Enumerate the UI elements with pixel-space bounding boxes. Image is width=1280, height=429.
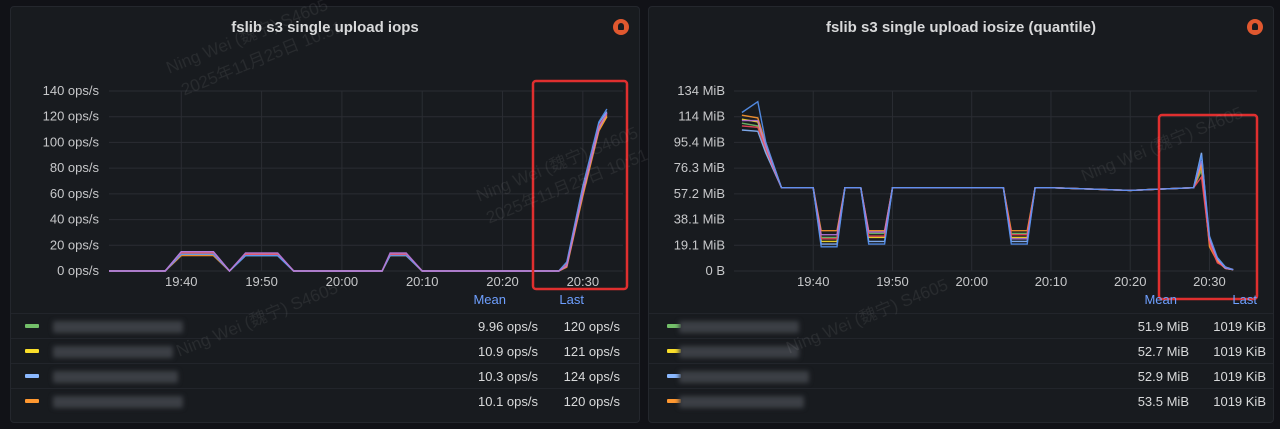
y-tick-label: 57.2 MiB bbox=[674, 186, 725, 201]
legend-swatch bbox=[25, 399, 39, 403]
x-tick-label: 20:20 bbox=[486, 274, 519, 289]
x-tick-label: 19:50 bbox=[876, 274, 909, 289]
legend-mean-value: 52.9 MiB bbox=[1137, 369, 1189, 384]
legend-last-value: 1019 KiB bbox=[1213, 319, 1266, 334]
y-tick-label: 20 ops/s bbox=[50, 237, 100, 252]
y-tick-label: 80 ops/s bbox=[50, 160, 100, 175]
y-tick-label: 19.1 MiB bbox=[674, 237, 725, 252]
y-tick-label: 114 MiB bbox=[678, 109, 725, 124]
series-line bbox=[741, 100, 1234, 271]
legend-last-value: 121 ops/s bbox=[563, 344, 620, 359]
legend-row[interactable]: 52.9 MiB 1019 KiB bbox=[649, 363, 1273, 389]
y-tick-label: 134 MiB bbox=[677, 83, 725, 98]
legend-swatch bbox=[25, 324, 39, 328]
y-tick-label: 140 ops/s bbox=[43, 83, 100, 98]
redacted-series-name bbox=[53, 371, 178, 383]
legend-swatch bbox=[667, 399, 681, 403]
y-tick-label: 60 ops/s bbox=[50, 186, 100, 201]
legend-mean-value: 10.3 ops/s bbox=[478, 369, 538, 384]
iosize-plot: 0 B 19.1 MiB 38.1 MiB 57.2 MiB 76.3 MiB 95.4 … bbox=[674, 83, 1259, 301]
y-tick-label: 40 ops/s bbox=[50, 212, 100, 227]
x-tick-label: 20:00 bbox=[955, 274, 988, 289]
legend-row[interactable]: 51.9 MiB 1019 KiB bbox=[649, 313, 1273, 339]
highlight-box bbox=[1157, 113, 1259, 301]
legend-last-value: 120 ops/s bbox=[563, 319, 620, 334]
x-tick-label: 20:30 bbox=[567, 274, 600, 289]
legend-header-mean[interactable]: Mean bbox=[473, 292, 506, 307]
x-tick-label: 20:00 bbox=[326, 274, 359, 289]
y-tick-label: 95.4 MiB bbox=[674, 134, 725, 149]
legend-mean-value: 51.9 MiB bbox=[1137, 319, 1189, 334]
x-tick-label: 20:10 bbox=[1035, 274, 1068, 289]
highlight-box bbox=[531, 79, 629, 291]
redacted-series-name bbox=[679, 371, 809, 383]
legend-mean-value: 9.96 ops/s bbox=[478, 319, 538, 334]
redacted-series-name bbox=[679, 321, 799, 333]
alert-bell-icon[interactable] bbox=[613, 19, 629, 35]
y-tick-label: 0 B bbox=[705, 263, 725, 278]
x-tick-label: 19:40 bbox=[797, 274, 830, 289]
redacted-series-name bbox=[53, 346, 173, 358]
legend-header-mean[interactable]: Mean bbox=[1144, 292, 1177, 307]
legend-swatch bbox=[667, 349, 681, 353]
legend-last-value: 1019 KiB bbox=[1213, 369, 1266, 384]
y-tick-label: 120 ops/s bbox=[43, 109, 100, 124]
x-tick-label: 20:10 bbox=[406, 274, 439, 289]
legend-mean-value: 10.9 ops/s bbox=[478, 344, 538, 359]
legend-last-value: 124 ops/s bbox=[563, 369, 620, 384]
iops-panel: fslib s3 single upload iops 0 ops/s 20 op… bbox=[10, 6, 640, 423]
series-line bbox=[109, 112, 608, 273]
panel-title[interactable]: fslib s3 single upload iops bbox=[231, 19, 419, 36]
legend-mean-value: 52.7 MiB bbox=[1137, 344, 1189, 359]
legend-swatch bbox=[667, 324, 681, 328]
legend-row[interactable]: 10.1 ops/s 120 ops/s bbox=[11, 388, 639, 414]
y-tick-label: 76.3 MiB bbox=[674, 160, 725, 175]
legend-row[interactable]: 53.5 MiB 1019 KiB bbox=[649, 388, 1273, 414]
redacted-series-name bbox=[53, 321, 183, 333]
legend-mean-value: 53.5 MiB bbox=[1137, 394, 1189, 409]
legend-row[interactable]: 52.7 MiB 1019 KiB bbox=[649, 338, 1273, 364]
legend-header-last[interactable]: Last bbox=[559, 292, 584, 307]
iops-plot: 0 ops/s 20 ops/s 40 ops/s 60 ops/s 80 ops/s 1… bbox=[43, 79, 629, 291]
legend-last-value: 120 ops/s bbox=[563, 394, 620, 409]
y-tick-label: 100 ops/s bbox=[43, 134, 100, 149]
legend-row[interactable]: 10.9 ops/s 121 ops/s bbox=[11, 338, 639, 364]
legend-swatch bbox=[25, 374, 39, 378]
y-tick-label: 0 ops/s bbox=[57, 263, 99, 278]
x-tick-label: 20:20 bbox=[1114, 274, 1147, 289]
legend-swatch bbox=[667, 374, 681, 378]
legend-last-value: 1019 KiB bbox=[1213, 394, 1266, 409]
x-tick-label: 19:40 bbox=[165, 274, 198, 289]
redacted-series-name bbox=[53, 396, 183, 408]
alert-bell-icon[interactable] bbox=[1247, 19, 1263, 35]
legend-mean-value: 10.1 ops/s bbox=[478, 394, 538, 409]
redacted-series-name bbox=[679, 396, 804, 408]
x-tick-label: 20:30 bbox=[1193, 274, 1226, 289]
x-tick-label: 19:50 bbox=[245, 274, 278, 289]
legend-row[interactable]: 10.3 ops/s 124 ops/s bbox=[11, 363, 639, 389]
legend-swatch bbox=[25, 349, 39, 353]
legend-last-value: 1019 KiB bbox=[1213, 344, 1266, 359]
iosize-panel: fslib s3 single upload iosize (quantile)… bbox=[648, 6, 1274, 423]
legend-header-last[interactable]: Last bbox=[1232, 292, 1257, 307]
y-tick-label: 38.1 MiB bbox=[674, 212, 725, 227]
legend-row[interactable]: 9.96 ops/s 120 ops/s bbox=[11, 313, 639, 339]
panel-title[interactable]: fslib s3 single upload iosize (quantile) bbox=[825, 19, 1097, 36]
redacted-series-name bbox=[679, 346, 799, 358]
